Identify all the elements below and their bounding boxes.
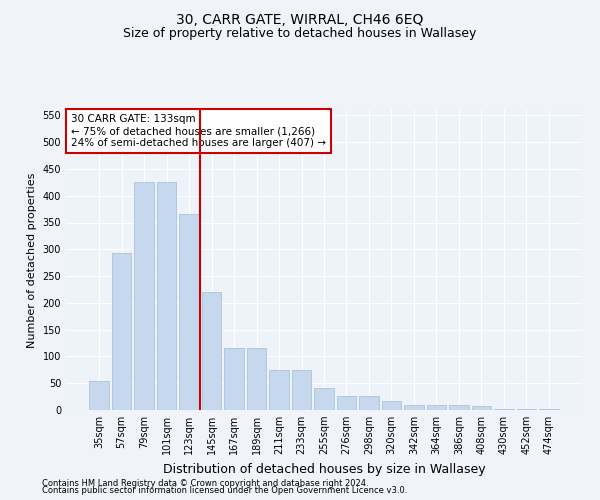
Text: 30, CARR GATE, WIRRAL, CH46 6EQ: 30, CARR GATE, WIRRAL, CH46 6EQ	[176, 12, 424, 26]
Bar	[224, 348, 244, 410]
Bar	[269, 370, 289, 410]
Bar	[202, 292, 221, 410]
Bar	[134, 182, 154, 410]
Text: Contains public sector information licensed under the Open Government Licence v3: Contains public sector information licen…	[42, 486, 407, 495]
Text: Size of property relative to detached houses in Wallasey: Size of property relative to detached ho…	[124, 28, 476, 40]
Bar	[112, 253, 131, 410]
Bar	[427, 405, 446, 410]
Bar	[539, 409, 559, 410]
Bar	[517, 409, 536, 410]
Bar	[494, 409, 514, 410]
Bar	[89, 380, 109, 410]
Bar	[247, 348, 266, 410]
Bar	[292, 370, 311, 410]
X-axis label: Distribution of detached houses by size in Wallasey: Distribution of detached houses by size …	[163, 462, 485, 475]
Text: Contains HM Land Registry data © Crown copyright and database right 2024.: Contains HM Land Registry data © Crown c…	[42, 478, 368, 488]
Y-axis label: Number of detached properties: Number of detached properties	[27, 172, 37, 348]
Bar	[359, 396, 379, 410]
Text: 30 CARR GATE: 133sqm
← 75% of detached houses are smaller (1,266)
24% of semi-de: 30 CARR GATE: 133sqm ← 75% of detached h…	[71, 114, 326, 148]
Bar	[382, 401, 401, 410]
Bar	[314, 388, 334, 410]
Bar	[472, 406, 491, 410]
Bar	[449, 405, 469, 410]
Bar	[179, 214, 199, 410]
Bar	[157, 182, 176, 410]
Bar	[404, 405, 424, 410]
Bar	[337, 396, 356, 410]
